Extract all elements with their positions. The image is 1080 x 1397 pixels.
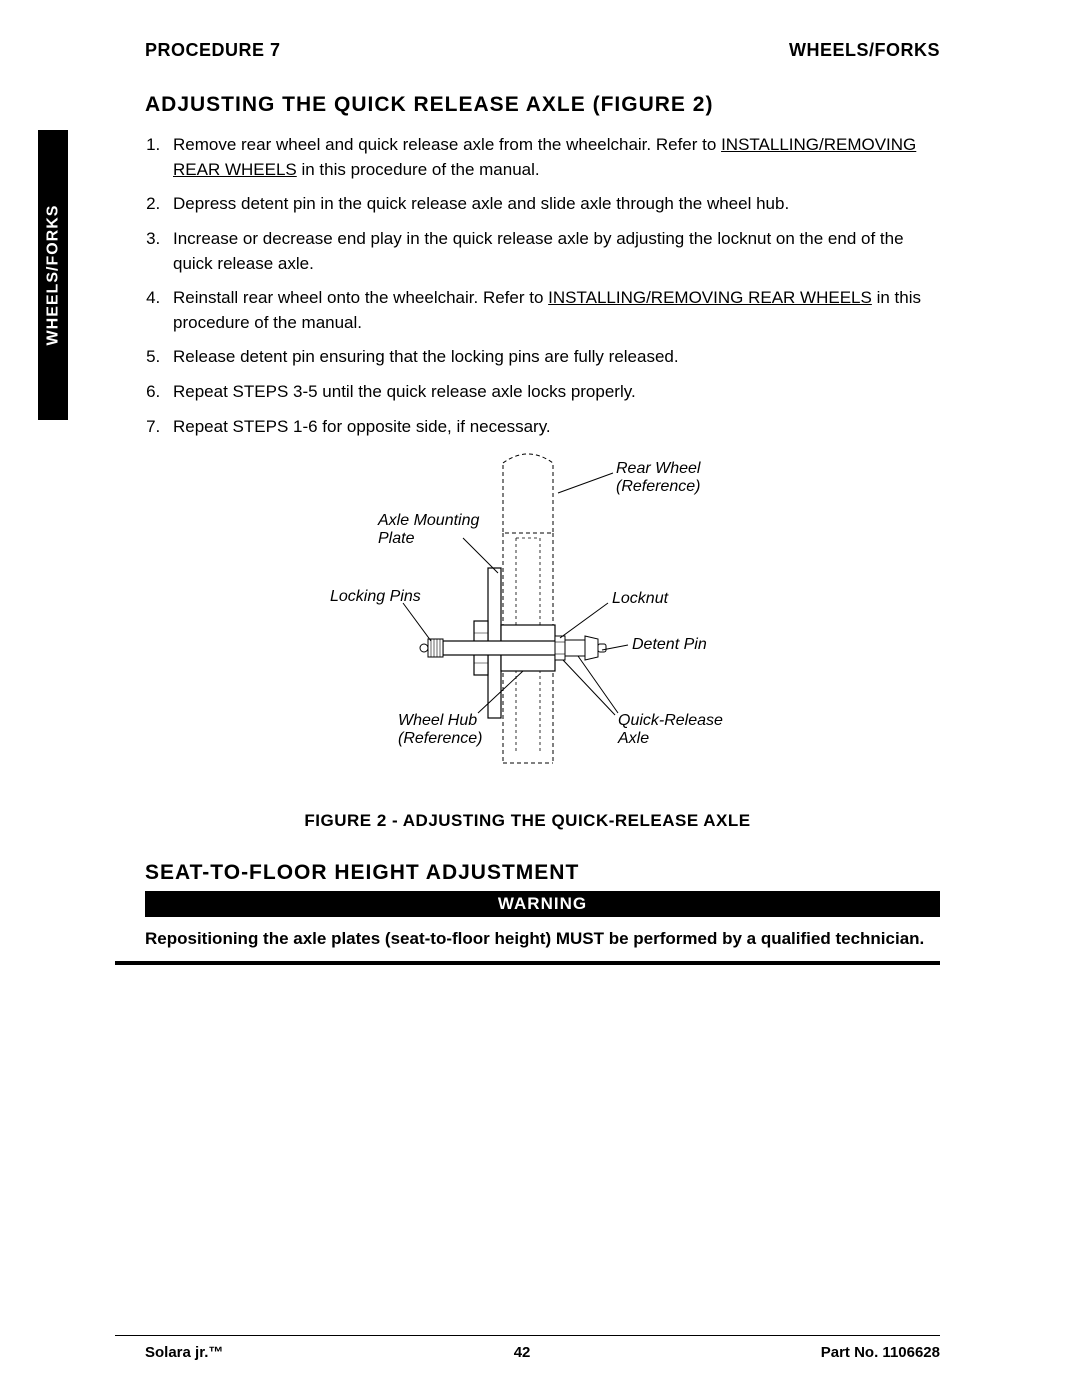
page-header: PROCEDURE 7 WHEELS/FORKS: [115, 40, 940, 61]
section2-title: SEAT-TO-FLOOR HEIGHT ADJUSTMENT: [115, 861, 940, 885]
warning-text: Repositioning the axle plates (seat-to-f…: [115, 917, 940, 965]
side-tab: WHEELS/FORKS: [38, 130, 68, 420]
step-7: Repeat STEPS 1-6 for opposite side, if n…: [165, 415, 940, 440]
footer-left: Solara jr.™: [145, 1344, 223, 1361]
figure-caption: FIGURE 2 - ADJUSTING THE QUICK-RELEASE A…: [304, 811, 750, 831]
label-locknut: Locknut: [612, 590, 669, 607]
header-right: WHEELS/FORKS: [789, 40, 940, 61]
step-4: Reinstall rear wheel onto the wheelchair…: [165, 286, 940, 335]
step-6: Repeat STEPS 3-5 until the quick release…: [165, 380, 940, 405]
figure-2-svg: Rear Wheel (Reference) Axle Mounting Pla…: [268, 453, 788, 803]
step-5: Release detent pin ensuring that the loc…: [165, 345, 940, 370]
label-wheel-hub-2: (Reference): [398, 730, 482, 747]
footer-page-number: 42: [514, 1344, 531, 1361]
section1-title: ADJUSTING THE QUICK RELEASE AXLE (FIGURE…: [115, 93, 940, 117]
side-tab-label: WHEELS/FORKS: [44, 205, 62, 346]
label-axle-plate-2: Plate: [378, 530, 415, 547]
figure-2: Rear Wheel (Reference) Axle Mounting Pla…: [115, 453, 940, 861]
page-footer: Solara jr.™ 42 Part No. 1106628: [115, 1335, 940, 1361]
section1-steps: Remove rear wheel and quick release axle…: [115, 133, 940, 439]
label-wheel-hub-1: Wheel Hub: [398, 712, 477, 729]
step-3: Increase or decrease end play in the qui…: [165, 227, 940, 276]
label-quick-release-1: Quick-Release: [618, 712, 723, 729]
step-1: Remove rear wheel and quick release axle…: [165, 133, 940, 182]
label-detent-pin: Detent Pin: [632, 636, 707, 653]
step-2: Depress detent pin in the quick release …: [165, 192, 940, 217]
warning-bar: WARNING: [145, 891, 940, 917]
label-locking-pins: Locking Pins: [330, 588, 421, 605]
step-4-link: INSTALLING/REMOVING REAR WHEELS: [548, 288, 872, 307]
footer-right: Part No. 1106628: [821, 1344, 940, 1361]
page-content: PROCEDURE 7 WHEELS/FORKS ADJUSTING THE Q…: [115, 40, 940, 965]
label-axle-plate-1: Axle Mounting: [377, 512, 479, 529]
label-rear-wheel-1: Rear Wheel: [616, 460, 701, 477]
label-rear-wheel-2: (Reference): [616, 478, 700, 495]
warning-block: WARNING Repositioning the axle plates (s…: [115, 891, 940, 965]
header-left: PROCEDURE 7: [145, 40, 281, 61]
label-quick-release-2: Axle: [617, 730, 649, 747]
